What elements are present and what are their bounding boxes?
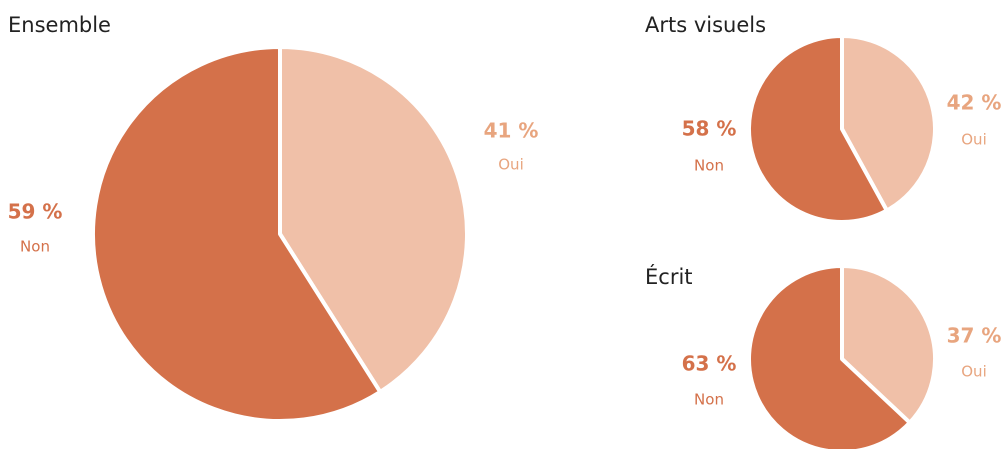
value-label: 42 % — [947, 91, 1002, 115]
category-label: Non — [20, 238, 50, 256]
pie-slice — [91, 45, 383, 423]
category-label: Non — [694, 157, 724, 175]
value-label: 41 % — [484, 119, 539, 143]
category-label: Non — [694, 391, 724, 409]
category-label: Oui — [961, 363, 986, 381]
chart-title: Écrit — [645, 264, 693, 289]
chart-title: Ensemble — [8, 13, 111, 37]
pie-slice — [747, 34, 889, 224]
chart-title: Arts visuels — [645, 13, 766, 37]
category-label: Oui — [961, 131, 986, 149]
value-label: 63 % — [682, 352, 737, 376]
value-label: 59 % — [8, 200, 63, 224]
value-label: 37 % — [947, 324, 1002, 348]
category-label: Oui — [498, 156, 523, 174]
value-label: 58 % — [682, 117, 737, 141]
pie-slice — [840, 264, 937, 425]
pie-slice — [840, 34, 937, 213]
